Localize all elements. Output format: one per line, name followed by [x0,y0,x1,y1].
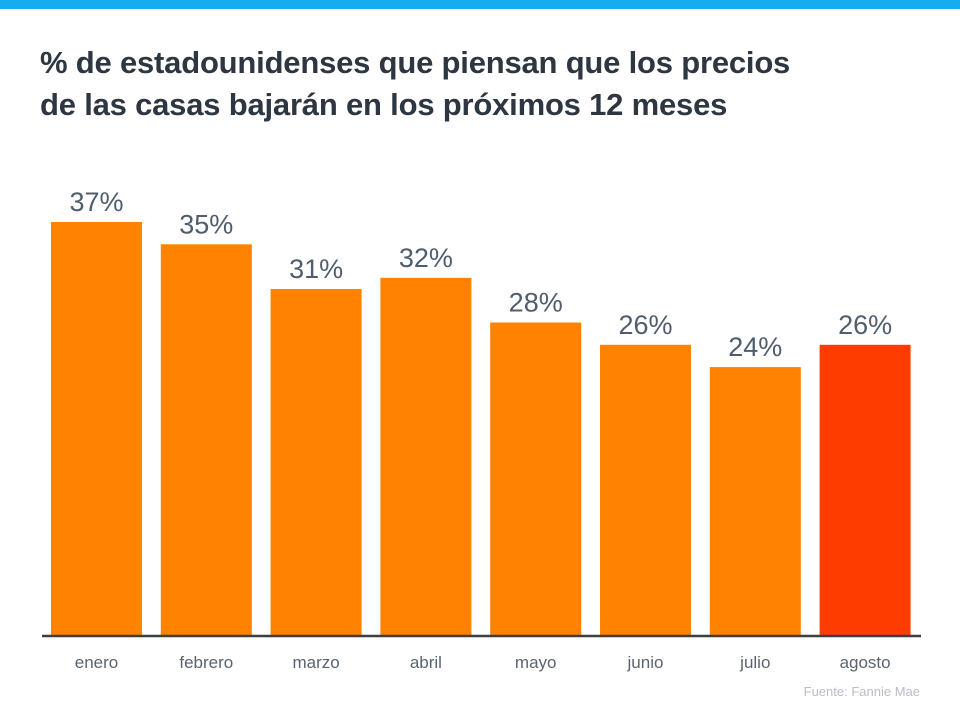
x-tick-label-mayo: mayo [515,653,557,672]
data-label-junio: 26% [618,310,672,340]
bar-julio [709,367,801,635]
bar-agosto [819,344,911,635]
x-tick-label-julio: julio [739,653,770,672]
bar-junio [600,344,691,635]
x-tick-label-marzo: marzo [292,653,339,672]
x-tick-label-enero: enero [75,653,118,672]
bar-enero [51,222,142,635]
bar-abril [380,277,472,635]
x-tick-label-junio: junio [627,653,664,672]
chart-title-line-1: % de estadounidenses que piensan que los… [40,45,791,80]
data-label-julio: 24% [728,332,782,362]
top-accent-bar [0,0,960,9]
data-label-mayo: 28% [509,288,563,318]
x-tick-label-febrero: febrero [179,653,233,672]
data-label-marzo: 31% [289,254,343,284]
bar-febrero [160,244,252,636]
data-label-enero: 37% [69,187,123,217]
bar-mayo [490,322,582,635]
bar-marzo [270,289,362,635]
x-tick-label-agosto: agosto [840,653,891,672]
data-label-agosto: 26% [838,310,892,340]
chart-title-line-2: de las casas bajarán en los próximos 12 … [40,87,728,122]
chart-title: % de estadounidenses que piensan que los… [40,42,940,126]
x-tick-label-abril: abril [410,653,442,672]
data-label-febrero: 35% [179,209,233,239]
source-note: Fuente: Fannie Mae [803,684,920,699]
data-label-abril: 32% [399,243,453,273]
